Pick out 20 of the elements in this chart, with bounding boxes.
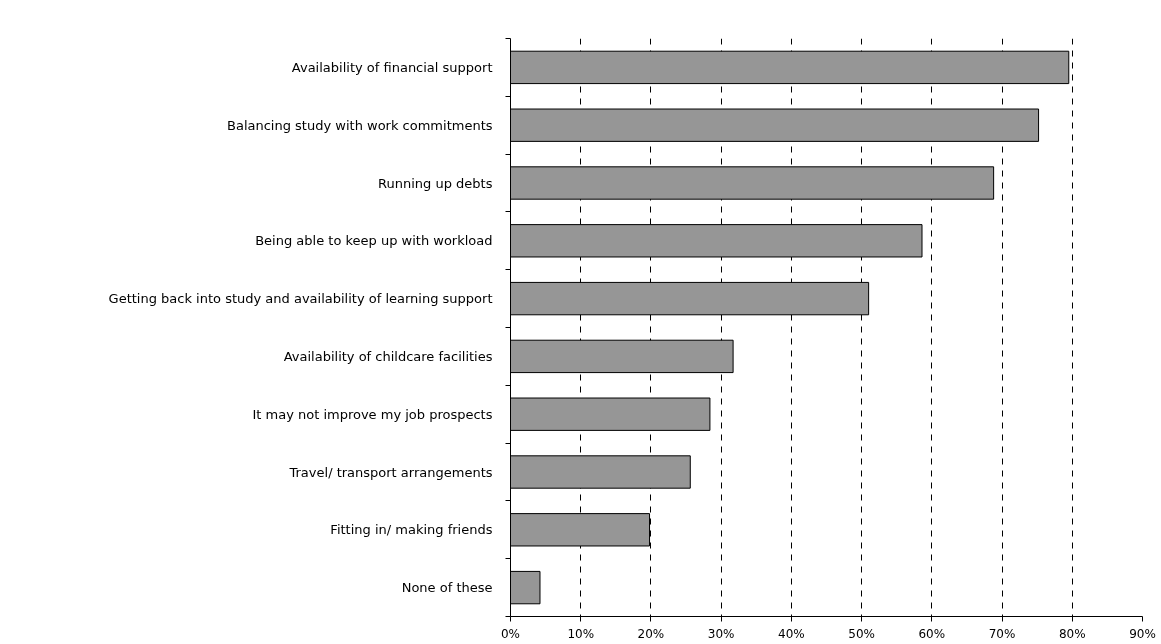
x-tick-label: 20% (637, 626, 665, 641)
y-tick-label: Running up debts (378, 175, 493, 191)
y-tick-label: Fitting in/ making friends (330, 522, 493, 538)
x-tick-label: 60% (918, 626, 946, 641)
y-tick-label: Travel/ transport arrangements (288, 464, 493, 480)
y-tick-label: Availability of childcare facilities (283, 348, 493, 364)
x-tick-label: 10% (567, 626, 595, 641)
x-tick-label: 50% (848, 626, 875, 641)
x-tick-label: 80% (1058, 626, 1086, 641)
y-tick-label: None of these (401, 580, 493, 596)
x-tick-label: 40% (778, 626, 805, 641)
y-tick-label: Being able to keep up with workload (255, 233, 493, 249)
x-tick-label: 90% (1129, 626, 1156, 641)
x-tick-label: 70% (988, 626, 1016, 641)
y-tick-label: Getting back into study and availability of learning support (108, 291, 493, 307)
x-tick-label: 0% (500, 626, 521, 641)
x-tick-label: 30% (707, 626, 735, 641)
y-tick-label: It may not improve my job prospects (252, 406, 493, 422)
y-tick-label: Balancing study with work commitments (227, 117, 493, 133)
y-tick-label: Availability of financial support (291, 59, 493, 75)
